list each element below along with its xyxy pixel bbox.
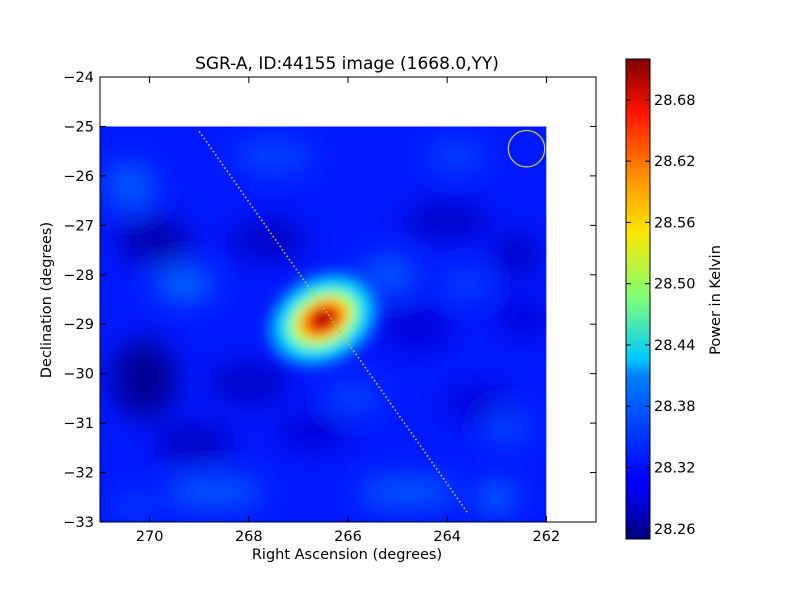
colorbar-tick-label: 28.38 bbox=[654, 399, 696, 415]
colorbar-tick-label: 28.62 bbox=[654, 154, 696, 170]
colorbar-tick-label: 28.50 bbox=[654, 277, 696, 293]
y-tick-label: −31 bbox=[63, 416, 94, 432]
y-tick-label: −26 bbox=[63, 169, 94, 185]
colorbar-tick-label: 28.44 bbox=[654, 338, 696, 354]
heatmap-peak bbox=[265, 269, 381, 369]
y-axis: −24 −25 −26 −27 −28 −29 −30 −31 −32 −33 bbox=[63, 70, 596, 531]
colorbar-tick-label: 28.56 bbox=[654, 215, 696, 231]
heatmap-texture bbox=[103, 138, 546, 520]
x-tick-label: 266 bbox=[334, 529, 362, 545]
y-tick-label: −32 bbox=[63, 466, 94, 482]
chart-title: SGR-A, ID:44155 image (1668.0,YY) bbox=[195, 54, 499, 74]
x-tick-label: 264 bbox=[433, 529, 461, 545]
y-tick-label: −24 bbox=[63, 70, 94, 86]
x-tick-label: 268 bbox=[235, 529, 263, 545]
y-tick-label: −28 bbox=[63, 268, 94, 284]
x-axis: 270 268 266 264 262 bbox=[136, 77, 560, 545]
heatmap-image bbox=[100, 126, 547, 522]
colorbar: 28.26 28.32 28.38 28.44 28.50 28.56 28.62 28.68 bbox=[625, 58, 696, 540]
x-tick-label: 262 bbox=[533, 529, 561, 545]
galactic-plane-line bbox=[198, 130, 468, 513]
colorbar-tick-label: 28.68 bbox=[654, 93, 696, 109]
y-tick-label: −27 bbox=[63, 218, 94, 234]
beam-circle bbox=[507, 129, 546, 168]
x-axis-label: Right Ascension (degrees) bbox=[252, 547, 442, 563]
colorbar-tick-label: 28.26 bbox=[654, 522, 696, 538]
y-tick-label: −30 bbox=[63, 367, 94, 383]
colorbar-tick-label: 28.32 bbox=[654, 461, 696, 477]
y-tick-label: −25 bbox=[63, 119, 94, 135]
x-tick-label: 270 bbox=[136, 529, 164, 545]
colorbar-label: Power in Kelvin bbox=[708, 245, 724, 355]
y-tick-label: −33 bbox=[63, 515, 94, 531]
y-tick-label: −29 bbox=[63, 317, 94, 333]
colorbar-gradient bbox=[625, 58, 651, 540]
y-axis-label: Declination (degrees) bbox=[39, 222, 55, 378]
